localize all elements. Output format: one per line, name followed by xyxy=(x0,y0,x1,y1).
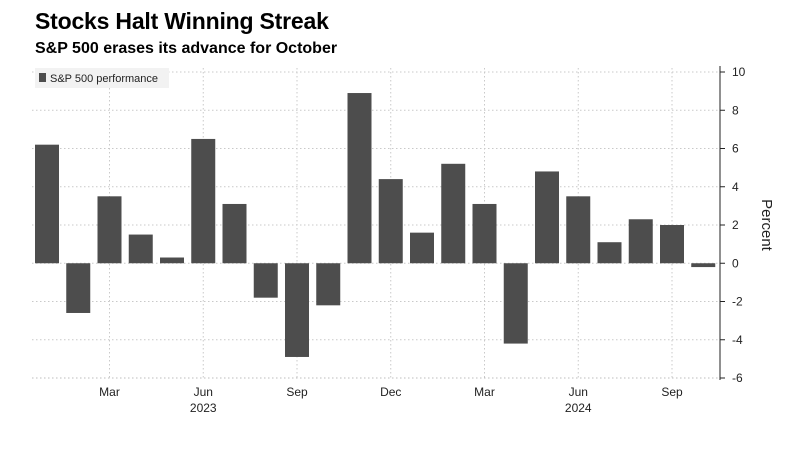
bar xyxy=(316,263,341,306)
legend-box xyxy=(35,68,169,88)
bar xyxy=(472,203,497,264)
x-tick-label: Sep xyxy=(286,385,308,399)
bar xyxy=(628,219,653,264)
bar xyxy=(35,144,59,264)
y-axis-title: Percent xyxy=(758,199,775,252)
bar xyxy=(66,263,91,313)
bar xyxy=(503,263,528,344)
bar xyxy=(566,196,591,264)
y-tick-label: 8 xyxy=(732,103,739,117)
bar xyxy=(191,138,216,264)
x-tick-label: Sep xyxy=(661,385,683,399)
bar xyxy=(441,163,466,264)
x-tick-label: Mar xyxy=(99,385,120,399)
bar xyxy=(160,257,184,264)
y-tick-label: -2 xyxy=(732,295,743,309)
y-tick-label: 0 xyxy=(732,256,739,270)
y-tick-label: -4 xyxy=(732,333,743,347)
bar xyxy=(97,196,122,264)
bar xyxy=(660,225,684,264)
x-tick-label: Dec xyxy=(380,385,401,399)
legend-label: S&P 500 performance xyxy=(50,73,158,85)
x-tick-label: Jun xyxy=(194,385,213,399)
y-tick-label: 6 xyxy=(732,142,739,156)
bar xyxy=(691,263,716,268)
bar xyxy=(378,179,403,264)
bar xyxy=(285,263,309,357)
y-tick-label: 2 xyxy=(732,218,739,232)
bar xyxy=(253,263,278,298)
y-tick-label: 10 xyxy=(732,65,746,79)
x-tick-label: Jun xyxy=(569,385,588,399)
x-year-label: 2023 xyxy=(190,401,217,415)
bar xyxy=(535,171,559,264)
chart-title: Stocks Halt Winning Streak xyxy=(35,8,329,34)
bar xyxy=(128,234,153,264)
bar xyxy=(222,203,247,264)
x-year-label: 2024 xyxy=(565,401,592,415)
y-tick-label: -6 xyxy=(732,371,743,385)
x-tick-label: Mar xyxy=(474,385,495,399)
bar xyxy=(347,93,372,264)
chart-subtitle: S&P 500 erases its advance for October xyxy=(35,40,338,57)
legend-swatch xyxy=(39,73,46,82)
bar xyxy=(410,232,434,264)
y-tick-label: 4 xyxy=(732,180,739,194)
bar xyxy=(597,242,622,264)
